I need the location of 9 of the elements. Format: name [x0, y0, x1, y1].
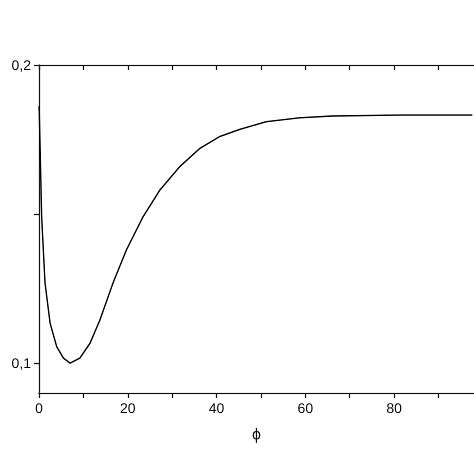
x-tick-label: 80 [386, 400, 402, 416]
line-series [38, 106, 472, 364]
x-tick-label: 0 [35, 400, 44, 416]
x-tick-label: 60 [298, 400, 314, 416]
y-tick-label: 0,1 [12, 355, 32, 372]
x-axis-title: ϕ [252, 426, 262, 444]
y-tick-label: 0,2 [12, 57, 32, 73]
x-tick-label: 40 [208, 400, 225, 416]
x-tick-label: 20 [120, 400, 136, 416]
